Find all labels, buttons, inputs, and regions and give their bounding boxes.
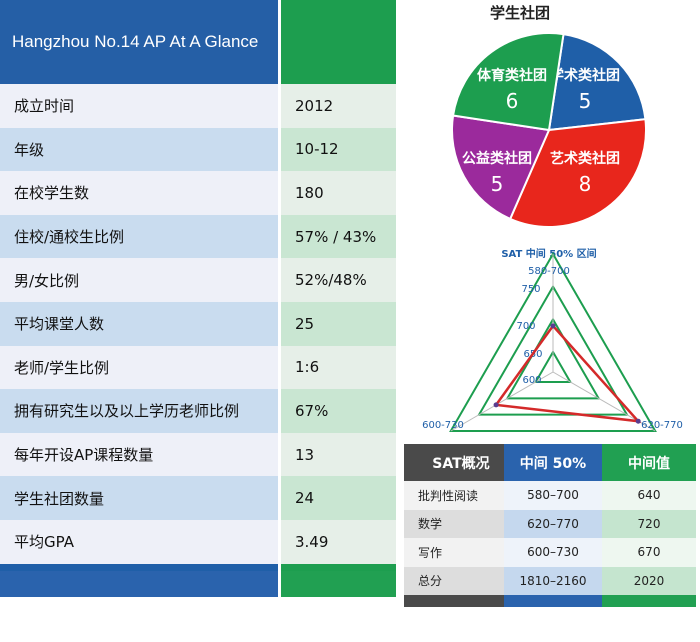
- pie-value-label: 8: [579, 172, 592, 196]
- sat-range: 600–730: [504, 538, 602, 567]
- pie-slice: [508, 118, 647, 228]
- sat-header-median: 中间值: [602, 444, 696, 481]
- sat-subject: 批判性阅读: [404, 481, 504, 510]
- sat-row: 写作 600–730 670: [404, 538, 696, 567]
- sat-header-range: 中间 50%: [504, 444, 602, 481]
- pie-value-label: 5: [579, 89, 592, 113]
- sat-median: 640: [602, 481, 696, 510]
- glance-label-rows: 成立时间 年级 在校学生数 住校/通校生比例 男/女比例 平均课堂人数 老师/学…: [0, 84, 278, 564]
- pie-slice: [451, 32, 565, 132]
- radar-tick-label: 700: [516, 321, 535, 332]
- radar-axis-label: 580-700: [528, 266, 570, 277]
- row-label: 平均GPA: [0, 519, 278, 564]
- glance-footer-right: [281, 571, 396, 597]
- sat-header: SAT概况 中间 50% 中间值: [404, 444, 696, 481]
- radar-axis-label: 620-770: [641, 420, 683, 431]
- sat-subject: 总分: [404, 566, 504, 595]
- row-label: 平均课堂人数: [0, 301, 278, 346]
- sat-subject: 数学: [404, 509, 504, 538]
- sat-median: 2020: [602, 566, 696, 595]
- pie-category-label: 学术类社团: [550, 67, 620, 84]
- glance-value-header: [281, 0, 396, 84]
- radar-axis-label: 600-730: [422, 420, 464, 431]
- glance-value-rows: 2012 10-12 180 57% / 43% 52%/48% 25 1:6 …: [281, 84, 396, 564]
- glance-footer-left: [0, 571, 278, 597]
- sat-median: 670: [602, 538, 696, 567]
- row-value: 2012: [281, 84, 396, 128]
- radar-point: [493, 402, 499, 408]
- radar-point: [635, 418, 641, 424]
- pie-category-label: 公益类社团: [462, 150, 532, 167]
- row-label: 老师/学生比例: [0, 345, 278, 390]
- pie-slice: [451, 114, 551, 221]
- sat-header-subject: SAT概况: [404, 444, 504, 481]
- sat-row: 总分 1810–2160 2020: [404, 566, 696, 595]
- row-label: 成立时间: [0, 84, 278, 128]
- row-label: 在校学生数: [0, 171, 278, 215]
- row-value: 52%/48%: [281, 258, 396, 302]
- pie-value-label: 5: [491, 172, 504, 196]
- row-value: 3.49: [281, 519, 396, 564]
- row-value: 13: [281, 432, 396, 477]
- radar-tick-label: 600: [522, 375, 541, 386]
- sat-subject: 写作: [404, 538, 504, 567]
- sat-row: 数学 620–770 720: [404, 509, 696, 538]
- row-label: 每年开设AP课程数量: [0, 432, 278, 477]
- sat-range: 1810–2160: [504, 566, 602, 595]
- sat-range: 620–770: [504, 509, 602, 538]
- row-label: 拥有研究生以及以上学历老师比例: [0, 389, 278, 433]
- row-label: 住校/通校生比例: [0, 214, 278, 259]
- row-label: 男/女比例: [0, 258, 278, 302]
- sat-median: 720: [602, 509, 696, 538]
- radar-ring: [449, 251, 657, 432]
- row-value: 10-12: [281, 127, 396, 172]
- row-label: 年级: [0, 127, 278, 172]
- sat-row: 批判性阅读 580–700 640: [404, 481, 696, 510]
- radar-tick-label: 750: [521, 284, 540, 295]
- row-value: 180: [281, 171, 396, 215]
- row-value: 24: [281, 476, 396, 520]
- pie-slice: [547, 32, 647, 132]
- radar-point: [550, 323, 556, 329]
- row-value: 1:6: [281, 345, 396, 390]
- sat-footer: [404, 595, 696, 607]
- radar-series: [493, 323, 642, 423]
- glance-title: Hangzhou No.14 AP At A Glance: [0, 0, 278, 84]
- pie-value-label: 6: [506, 89, 519, 113]
- pie-title: 学生社团: [490, 4, 551, 22]
- pie-category-label: 体育类社团: [477, 67, 547, 84]
- radar-title: SAT 中间 50% 区间: [501, 247, 596, 260]
- row-value: 25: [281, 301, 396, 346]
- row-label: 学生社团数量: [0, 476, 278, 520]
- sat-table: SAT概况 中间 50% 中间值 批判性阅读 580–700 640 数学 62…: [404, 444, 696, 607]
- radar-axis: [450, 371, 554, 432]
- row-value: 57% / 43%: [281, 214, 396, 259]
- radar-ring: [477, 284, 629, 416]
- sat-range: 580–700: [504, 481, 602, 510]
- radar-ring: [533, 349, 573, 383]
- row-value: 67%: [281, 389, 396, 433]
- pie-category-label: 艺术类社团: [550, 150, 620, 167]
